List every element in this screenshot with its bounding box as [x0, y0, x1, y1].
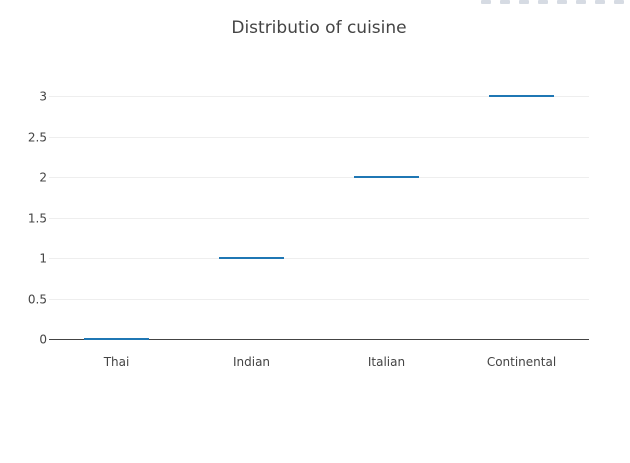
- pan-icon[interactable]: [519, 0, 529, 4]
- x-tick-label: Indian: [233, 355, 270, 369]
- camera-icon[interactable]: [481, 0, 491, 4]
- reset-axes-icon[interactable]: [595, 0, 605, 4]
- y-tick-labels: 0 0.5 1 1.5 2 2.5 3: [28, 90, 47, 347]
- y-tick-label: 1: [39, 252, 47, 266]
- zoom-out-icon[interactable]: [557, 0, 567, 4]
- autoscale-icon[interactable]: [576, 0, 586, 4]
- x-tick-label: Continental: [487, 355, 556, 369]
- y-tick-label: 2: [39, 171, 47, 185]
- zoom-icon[interactable]: [500, 0, 510, 4]
- y-tick-label: 2.5: [28, 131, 47, 145]
- data-marks[interactable]: [84, 95, 554, 340]
- modebar[interactable]: [481, 0, 624, 6]
- y-tick-label: 3: [39, 90, 47, 104]
- y-tick-label: 1.5: [28, 212, 47, 226]
- x-tick-label: Thai: [103, 355, 130, 369]
- x-tick-labels: Thai Indian Italian Continental: [103, 355, 556, 369]
- grid: [49, 96, 589, 300]
- y-tick-label: 0: [39, 333, 47, 347]
- x-tick-label: Italian: [368, 355, 405, 369]
- chart-title: Distributio of cuisine: [231, 18, 406, 38]
- zoom-in-icon[interactable]: [538, 0, 548, 4]
- y-tick-label: 0.5: [28, 293, 47, 307]
- plotly-logo-icon[interactable]: [614, 0, 624, 4]
